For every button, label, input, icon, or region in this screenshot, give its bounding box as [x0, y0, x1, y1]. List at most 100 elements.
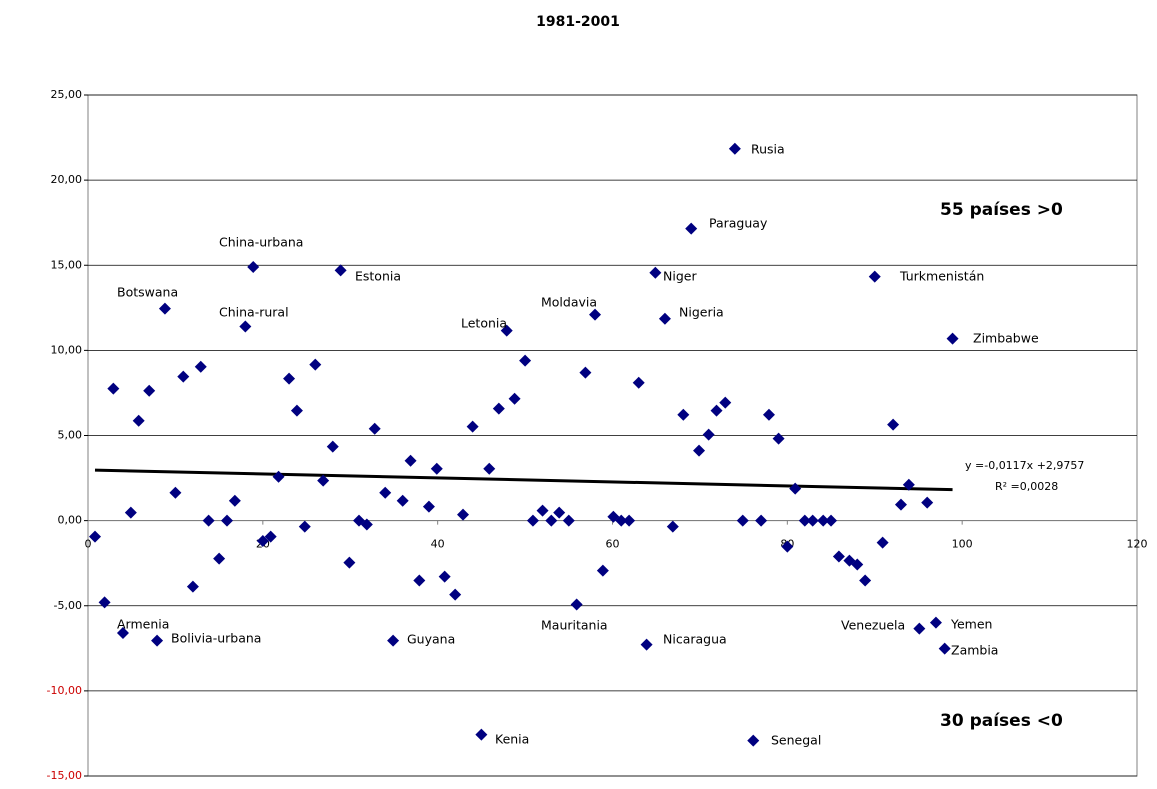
point-label: Kenia [495, 732, 529, 747]
point [781, 540, 794, 553]
x-tick-label: 0 [85, 538, 92, 551]
point [728, 142, 741, 155]
point [798, 514, 811, 527]
point [519, 354, 532, 367]
trendline [94, 468, 953, 492]
point-label: Letonia [461, 316, 507, 331]
point [379, 486, 392, 499]
point [747, 734, 760, 747]
y-tick-label: -15,00 [47, 769, 82, 782]
point [387, 634, 400, 647]
point-label: Moldavia [541, 295, 597, 310]
trend-equation: y =-0,0117x +2,9757 [965, 459, 1084, 472]
point [143, 384, 156, 397]
point [929, 616, 942, 629]
point [492, 402, 505, 415]
point [938, 642, 951, 655]
point [640, 638, 653, 651]
point [396, 494, 409, 507]
point [649, 266, 662, 279]
point [806, 514, 819, 527]
point [88, 530, 101, 543]
point [789, 482, 802, 495]
y-tick-label: 20,00 [51, 173, 83, 186]
point [298, 520, 311, 533]
point-label: Senegal [771, 733, 821, 748]
point-label: China-rural [219, 305, 289, 320]
point [413, 574, 426, 587]
note: 55 países >0 [940, 200, 1063, 220]
point [247, 260, 260, 273]
point [658, 312, 671, 325]
point [685, 222, 698, 235]
point-label: China-urbana [219, 235, 303, 250]
point [220, 514, 233, 527]
point [876, 536, 889, 549]
point-label: Bolivia-urbana [171, 631, 261, 646]
point [360, 518, 373, 531]
point [596, 564, 609, 577]
point [615, 514, 628, 527]
point [317, 474, 330, 487]
x-tick-label: 120 [1127, 538, 1148, 551]
point [290, 404, 303, 417]
point [202, 514, 215, 527]
point-label: Mauritania [541, 618, 608, 633]
point-label: Zimbabwe [973, 331, 1039, 346]
point [151, 634, 164, 647]
point [283, 372, 296, 385]
point [693, 444, 706, 457]
point [589, 308, 602, 321]
point [466, 420, 479, 433]
x-tick-label: 40 [431, 538, 445, 551]
point [570, 598, 583, 611]
point [500, 324, 513, 337]
point [107, 382, 120, 395]
point-label: Armenia [117, 617, 169, 632]
y-tick-label: -5,00 [54, 599, 82, 612]
point [719, 396, 732, 409]
point [132, 414, 145, 427]
point [553, 506, 566, 519]
point [430, 462, 443, 475]
point [368, 422, 381, 435]
point [868, 270, 881, 283]
point-label: Zambia [951, 643, 998, 658]
point [894, 498, 907, 511]
point [832, 550, 845, 563]
point [169, 486, 182, 499]
point [702, 428, 715, 441]
point [508, 392, 521, 405]
point [902, 478, 915, 491]
y-tick-label: -10,00 [47, 684, 82, 697]
point [921, 496, 934, 509]
point [457, 508, 470, 521]
note: 30 países <0 [940, 711, 1063, 731]
point [264, 530, 277, 543]
point-label: Turkmenistán [899, 269, 984, 284]
point [946, 332, 959, 345]
point [422, 500, 435, 513]
point [859, 574, 872, 587]
point [755, 514, 768, 527]
chart-title: 1981-2001 [536, 14, 620, 30]
point [239, 320, 252, 333]
point-label: Venezuela [841, 618, 905, 633]
point [256, 535, 269, 548]
point [632, 376, 645, 389]
point [343, 556, 356, 569]
point [851, 558, 864, 571]
point [536, 504, 549, 517]
trend-r-squared: R² =0,0028 [995, 480, 1058, 493]
point [526, 514, 539, 527]
point-label: Estonia [355, 269, 401, 284]
point [309, 358, 322, 371]
y-tick-label: 10,00 [51, 343, 83, 356]
x-tick-label: 100 [952, 538, 973, 551]
point-label: Guyana [407, 632, 455, 647]
point [710, 404, 723, 417]
point-label: Rusia [751, 142, 785, 157]
point [404, 454, 417, 467]
point-label: Botswana [117, 285, 178, 300]
